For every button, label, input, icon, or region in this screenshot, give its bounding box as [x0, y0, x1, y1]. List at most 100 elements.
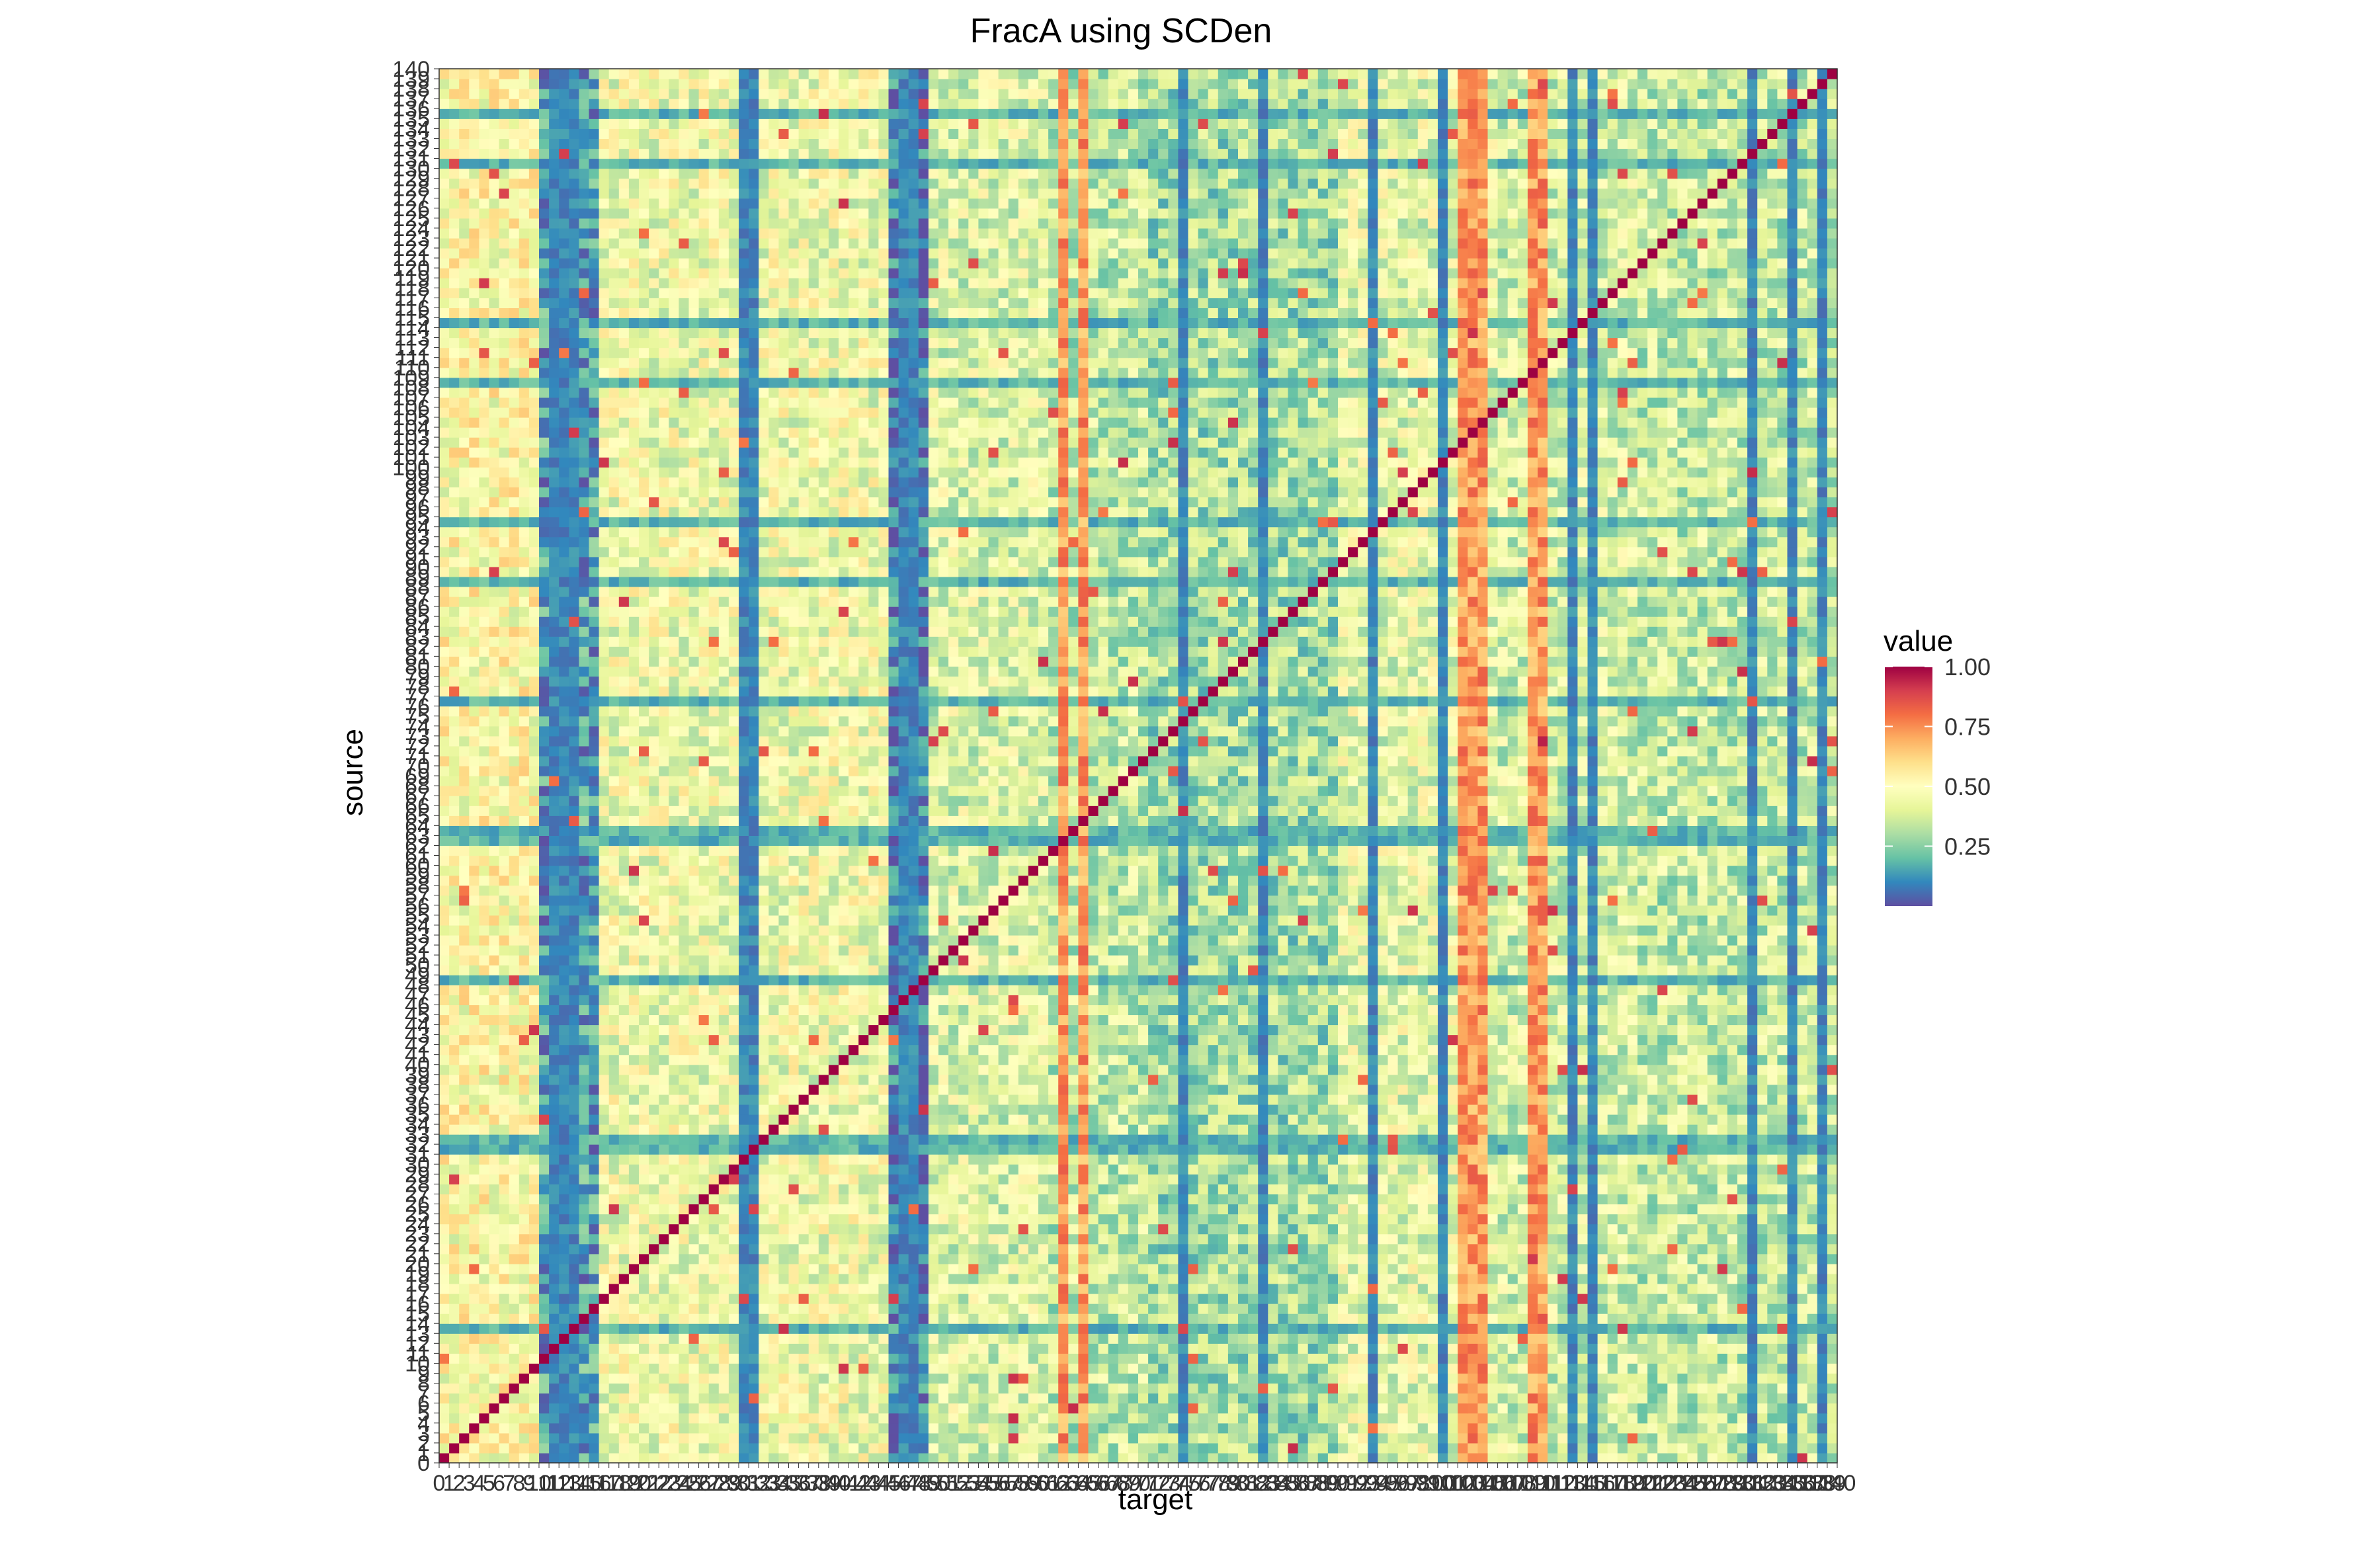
heatmap-cell [1098, 1343, 1109, 1354]
heatmap-cell [878, 1294, 890, 1304]
heatmap-cell [948, 1204, 959, 1215]
heatmap-cell [1288, 1283, 1299, 1294]
heatmap-cell [1368, 1313, 1378, 1324]
heatmap-cell [808, 1223, 819, 1235]
heatmap-cell [918, 1294, 929, 1304]
heatmap-cell [1278, 1442, 1289, 1454]
heatmap-cell [1797, 1403, 1808, 1414]
heatmap-cell [928, 1294, 939, 1304]
heatmap-cell [1627, 1164, 1638, 1175]
heatmap-cell [1507, 1263, 1518, 1274]
heatmap-cell [1327, 1104, 1339, 1115]
heatmap-cell [798, 1283, 809, 1294]
heatmap-cell [928, 1174, 939, 1184]
heatmap-cell [528, 1393, 540, 1404]
heatmap-cell [1677, 1184, 1688, 1195]
heatmap-cell [1098, 1263, 1109, 1274]
heatmap-cell [459, 1263, 470, 1274]
heatmap-cell [1737, 1294, 1748, 1304]
heatmap-cell [1348, 1333, 1358, 1344]
heatmap-cell [1188, 1144, 1199, 1155]
heatmap-cell [1238, 1134, 1249, 1145]
heatmap-cell [618, 1194, 630, 1205]
heatmap-cell [1717, 1303, 1728, 1314]
heatmap-cell [818, 1363, 829, 1374]
heatmap-cell [659, 1403, 669, 1414]
heatmap-cell [1148, 1343, 1159, 1354]
heatmap-cell [759, 1214, 769, 1225]
heatmap-cell [539, 1353, 550, 1364]
heatmap-cell [1647, 1323, 1658, 1334]
heatmap-cell [1218, 1243, 1229, 1255]
heatmap-cell [1458, 1403, 1468, 1414]
heatmap-cell [798, 1403, 809, 1414]
heatmap-cell [589, 1294, 600, 1304]
heatmap-cell [1747, 1124, 1758, 1135]
heatmap-cell [1048, 1184, 1059, 1195]
heatmap-cell [618, 1214, 630, 1225]
heatmap-cell [1827, 1124, 1838, 1135]
heatmap-cell [1148, 1373, 1159, 1384]
heatmap-cell [1817, 1393, 1828, 1404]
heatmap-cell [1827, 1343, 1838, 1354]
heatmap-cell [1388, 1343, 1399, 1354]
heatmap-cell [469, 1403, 479, 1414]
heatmap-cell [828, 1383, 839, 1394]
heatmap-cell [1427, 1343, 1438, 1354]
heatmap-cell [1587, 1164, 1598, 1175]
heatmap-cell [1657, 1223, 1668, 1235]
heatmap-cell [858, 1373, 869, 1384]
heatmap-cell [1448, 1204, 1458, 1215]
heatmap-cell [1148, 1204, 1159, 1215]
heatmap-cell [978, 1294, 989, 1304]
heatmap-cell [1557, 1313, 1568, 1324]
heatmap-cell [1707, 1253, 1718, 1264]
heatmap-cell [708, 1233, 720, 1245]
heatmap-cell [1227, 1432, 1239, 1444]
heatmap-cell [1188, 1432, 1199, 1444]
heatmap-cell [1388, 1114, 1399, 1125]
heatmap-cell [1717, 1164, 1728, 1175]
heatmap-cell [1538, 1253, 1548, 1264]
heatmap-cell [1597, 1124, 1608, 1135]
heatmap-cell [439, 1294, 450, 1304]
heatmap-cell [1557, 1243, 1568, 1255]
heatmap-cell [1227, 1233, 1239, 1245]
heatmap-cell [839, 1154, 849, 1165]
heatmap-cell [1727, 1134, 1738, 1145]
heatmap-cell [1078, 1184, 1089, 1195]
heatmap-cell [1238, 1263, 1249, 1274]
heatmap-cell [828, 1432, 839, 1444]
heatmap-cell [1707, 1204, 1718, 1215]
heatmap-cell [1278, 1373, 1289, 1384]
heatmap-cell [928, 1303, 939, 1314]
heatmap-cell [1018, 1353, 1029, 1364]
heatmap-cell [1687, 1204, 1698, 1215]
heatmap-cell [888, 1253, 899, 1264]
heatmap-cell [1747, 1432, 1758, 1444]
heatmap-cell [1477, 1363, 1489, 1374]
heatmap-cell [728, 1442, 739, 1454]
heatmap-cell [688, 1294, 700, 1304]
heatmap-cell [1497, 1124, 1509, 1135]
heatmap-cell [1807, 1184, 1818, 1195]
heatmap-cell [1757, 1413, 1768, 1424]
heatmap-cell [849, 1343, 859, 1354]
heatmap-cell [1348, 1323, 1358, 1334]
heatmap-cell [1307, 1144, 1319, 1155]
heatmap-cell [1527, 1243, 1538, 1255]
heatmap-cell [759, 1343, 769, 1354]
heatmap-cell [1827, 1174, 1838, 1184]
heatmap-cell [958, 1214, 969, 1225]
heatmap-cell [518, 1273, 530, 1284]
heatmap-cell [1458, 1303, 1468, 1314]
heatmap-cell [649, 1363, 659, 1374]
heatmap-cell [839, 1403, 849, 1414]
heatmap-cell [528, 1413, 540, 1424]
heatmap-cell [569, 1383, 579, 1394]
heatmap-cell [849, 1184, 859, 1195]
heatmap-cell [569, 1343, 579, 1354]
heatmap-cell [1098, 1383, 1109, 1394]
heatmap-cell [489, 1353, 500, 1364]
heatmap-cell [1657, 1164, 1668, 1175]
